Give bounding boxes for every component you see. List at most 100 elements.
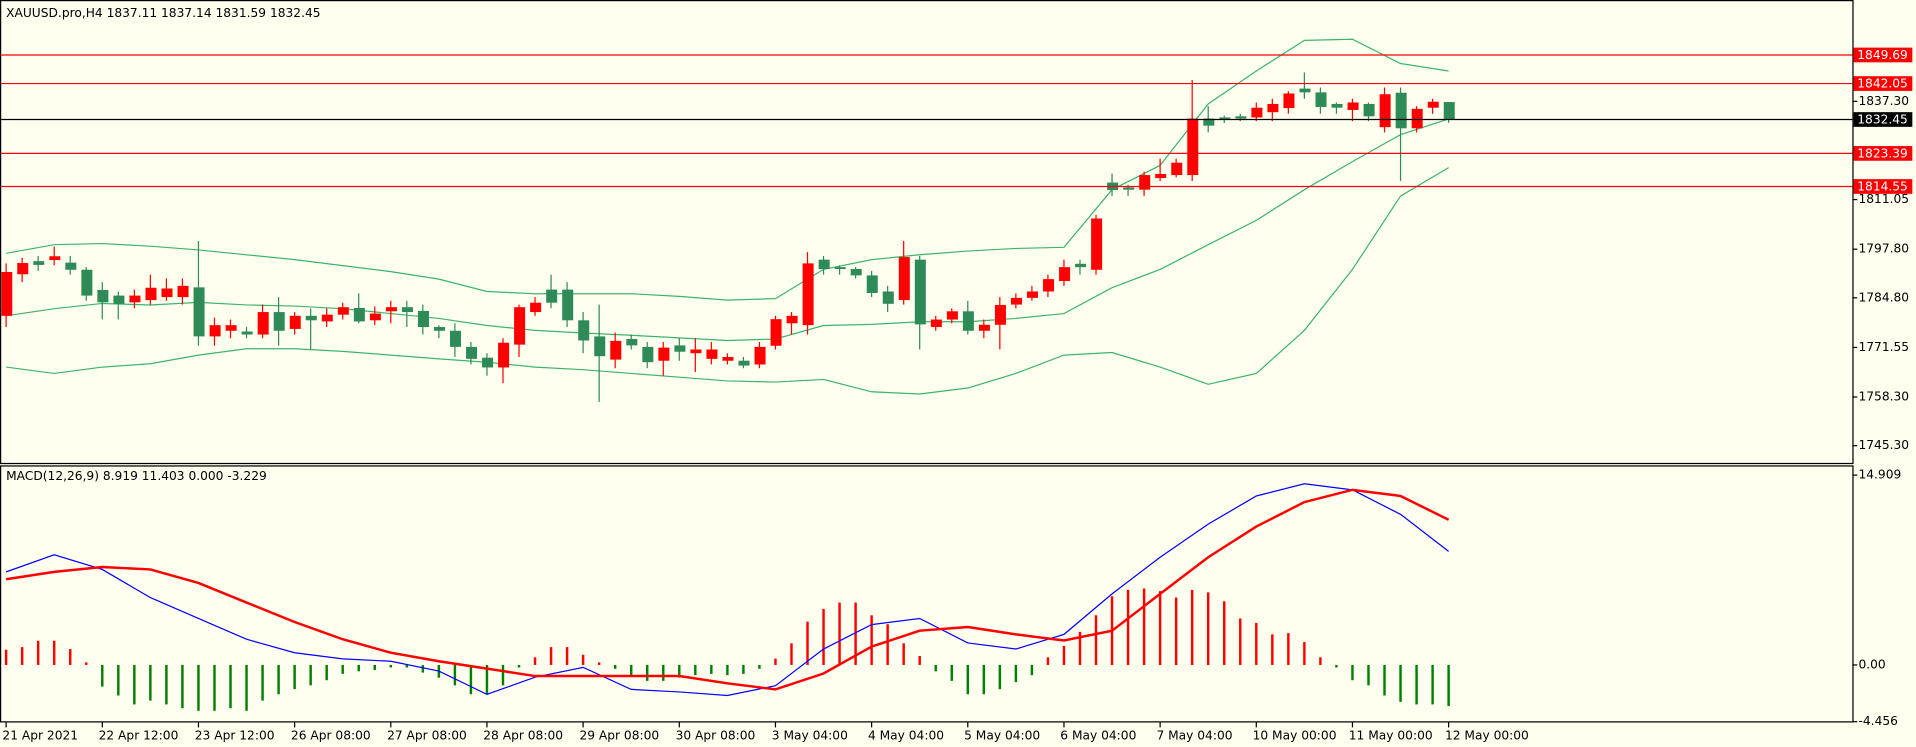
candle-body [401,307,413,313]
x-tick-label: 6 May 04:00 [1060,728,1136,742]
candle-body [49,256,61,261]
candle-body [626,339,638,346]
candle-body [786,315,798,324]
candle-body [578,320,590,341]
candle-body [177,285,189,298]
x-tick-label: 11 May 00:00 [1349,728,1433,742]
candle-body [1299,88,1311,93]
candle-body [1267,103,1279,113]
candle-body [417,310,429,328]
level-label: 1814.55 [1857,180,1908,194]
candle-body [433,327,445,331]
candle-body [1123,187,1135,190]
candle-body [690,349,702,354]
x-tick-label: 23 Apr 12:00 [195,728,275,742]
candle-body [962,311,974,331]
x-tick-label: 30 Apr 08:00 [676,728,756,742]
candle-body [1443,102,1455,120]
candle-body [722,356,734,361]
candle-body [97,289,109,303]
candle-body [930,319,942,328]
candle-body [369,313,381,321]
candle-body [321,314,333,322]
candle-body [546,289,558,303]
candle-body [770,319,782,346]
candle-body [1283,93,1295,109]
candle-body [850,269,862,276]
candle-body [1187,118,1199,176]
candle-body [33,261,45,265]
x-tick-label: 12 May 00:00 [1445,728,1529,742]
candle-body [1,272,13,316]
y-tick-label: 1797.80 [1858,242,1909,256]
level-label: 1842.05 [1857,77,1908,91]
candle-body [65,262,77,270]
y-tick-label: 14.909 [1858,468,1901,482]
candle-body [1235,116,1247,119]
candle-body [289,315,301,329]
candle-body [113,295,125,304]
candle-body [1427,101,1439,108]
x-tick-label: 28 Apr 08:00 [483,728,563,742]
candle-body [1075,263,1087,268]
candle-body [1411,108,1423,129]
candle-body [450,330,462,347]
y-tick-label: 1771.55 [1858,340,1909,354]
candle-body [594,336,606,357]
x-tick-label: 10 May 00:00 [1253,728,1337,742]
candle-body [241,331,253,335]
candle-body [1059,267,1071,281]
x-tick-label: 26 Apr 08:00 [291,728,371,742]
candle-body [466,346,478,359]
candle-body [1171,162,1183,176]
y-tick-label: 1837.30 [1858,94,1909,108]
x-tick-label: 21 Apr 2021 [2,728,78,742]
candle-body [225,325,237,331]
candle-body [866,275,878,293]
candle-body [81,269,93,296]
price-panel [0,0,1854,465]
band-lower [6,167,1449,395]
candle-body [1395,92,1407,129]
candle-body [385,307,397,312]
candle-body [818,259,830,270]
candle-body [978,324,990,331]
x-tick-label: 4 May 04:00 [868,728,944,742]
candle-body [1315,92,1327,107]
price-title: XAUUSD.pro,H4 1837.11 1837.14 1831.59 18… [6,6,320,20]
macd-panel [0,465,1854,723]
level-label: 1832.45 [1857,113,1908,127]
x-tick-label: 27 Apr 08:00 [387,728,467,742]
macd-line [5,483,1449,697]
candle-body [273,312,285,331]
candle-body [994,304,1006,325]
candle-body [1043,279,1055,292]
candle-body [17,263,29,275]
candle-body [353,307,365,322]
candle-body [193,287,205,337]
candle-body [706,349,718,359]
candle-body [738,360,750,366]
candle-body [498,342,510,368]
candle-body [802,263,814,326]
y-tick-label: 0.00 [1858,657,1885,671]
level-box [1853,76,1913,91]
candle-body [834,267,846,270]
macd-title: MACD(12,26,9) 8.919 11.403 0.000 -3.229 [6,469,267,483]
candle-body [1091,218,1103,270]
candle-body [305,315,317,321]
candle-body [610,340,622,360]
macd-line [5,488,1450,691]
candle-body [161,288,173,298]
band-upper [6,38,1449,301]
candle-body [946,311,958,320]
candle-body [482,357,494,368]
level-box [1853,146,1913,161]
y-tick-label: 1758.30 [1858,390,1909,404]
x-tick-label: 7 May 04:00 [1156,728,1232,742]
level-box [1853,112,1913,127]
candle-body [337,307,349,315]
candle-body [754,346,766,365]
